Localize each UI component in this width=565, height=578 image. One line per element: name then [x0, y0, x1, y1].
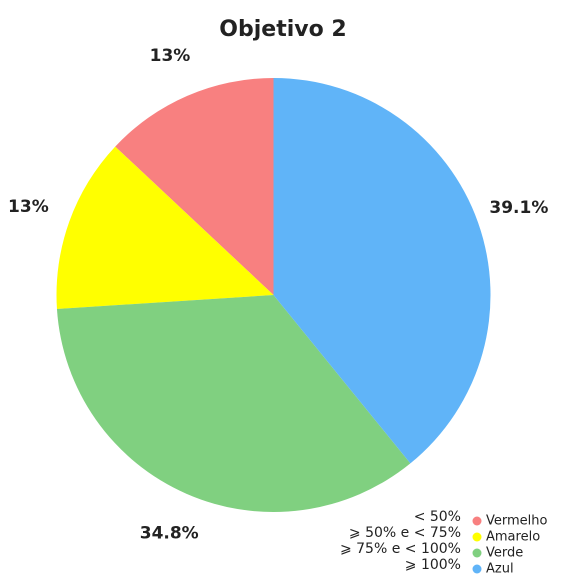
- legend-swatch: [472, 532, 482, 542]
- legend-label: Amarelo: [486, 530, 540, 545]
- legend-swatch: [472, 564, 482, 574]
- value-label: 39.1%: [489, 198, 548, 218]
- legend-note: ⩾ 50% e < 75%: [349, 525, 461, 541]
- legend-swatch: [472, 548, 482, 558]
- value-label: 13%: [8, 197, 49, 217]
- legend-note: ⩾ 100%: [405, 557, 461, 573]
- legend-note: < 50%: [414, 509, 461, 525]
- pie-slice: [56, 295, 411, 512]
- legend-label: Azul: [486, 562, 514, 577]
- chart-title: Objetivo 2: [219, 17, 346, 42]
- legend-note: ⩾ 75% e < 100%: [340, 541, 461, 557]
- legend-label: Verde: [486, 546, 523, 561]
- pie-slice: [115, 78, 274, 295]
- pie-slice: [56, 146, 274, 309]
- legend-label: Vermelho: [486, 514, 548, 529]
- value-label: 34.8%: [140, 524, 199, 544]
- value-label: 13%: [150, 46, 191, 66]
- legend-swatch: [472, 516, 482, 526]
- pie-slice: [273, 78, 491, 464]
